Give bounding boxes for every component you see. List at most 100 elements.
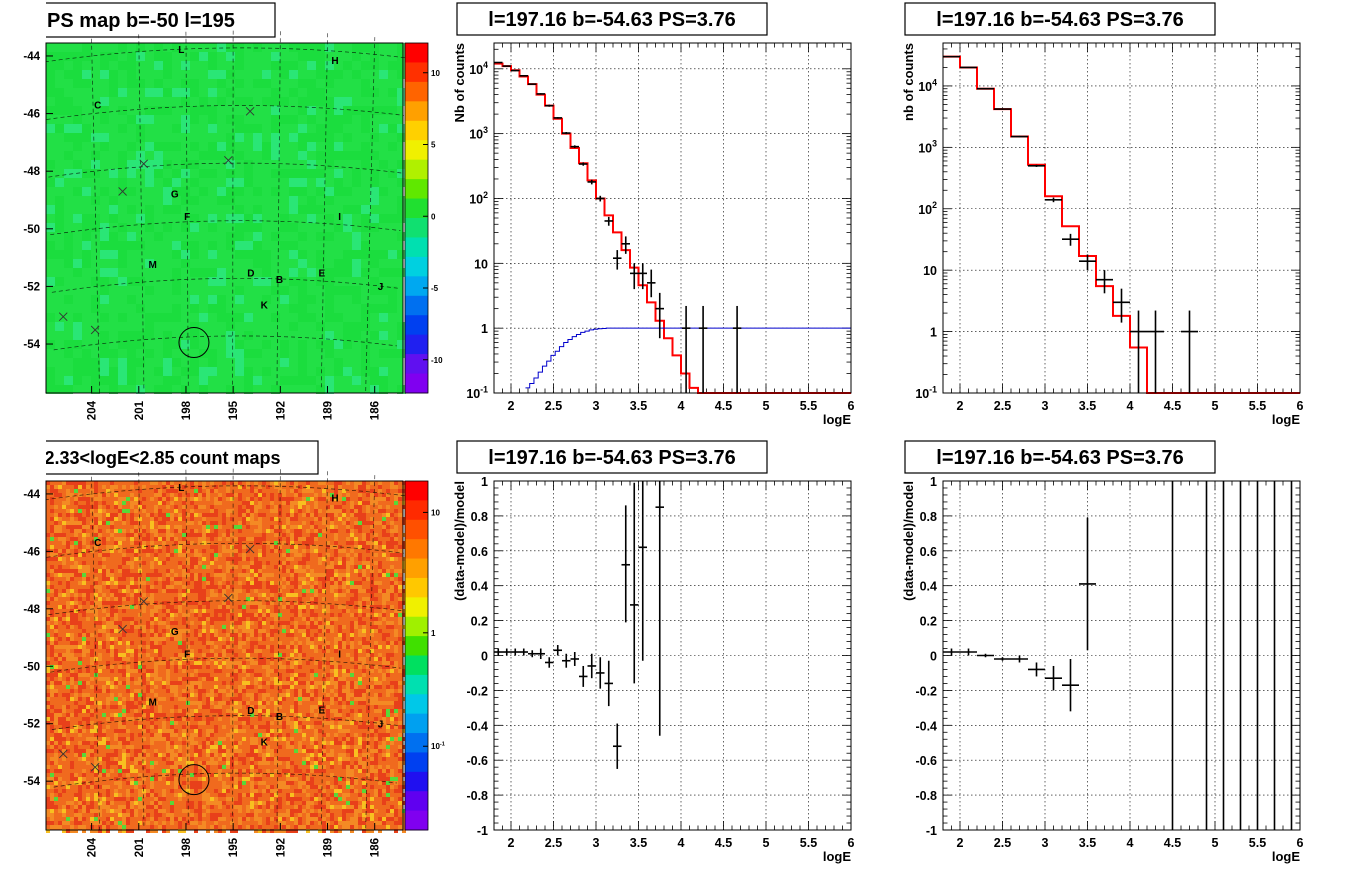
map-pixel: [98, 629, 102, 633]
map-pixel: [186, 533, 190, 537]
map-pixel: [374, 545, 378, 549]
map-pixel: [186, 717, 190, 721]
map-pixel: [50, 757, 54, 761]
map-pixel: [386, 493, 390, 497]
map-pixel: [217, 79, 226, 88]
map-pixel: [254, 797, 258, 801]
map-pixel: [266, 701, 270, 705]
map-pixel: [402, 613, 406, 617]
map-pixel: [307, 196, 316, 205]
map-pixel: [66, 513, 70, 517]
map-pixel: [280, 349, 289, 358]
map-pixel: [254, 765, 258, 769]
map-pixel: [358, 745, 362, 749]
map-pixel: [94, 537, 98, 541]
map-pixel: [226, 645, 230, 649]
map-pixel: [302, 737, 306, 741]
map-pixel: [246, 525, 250, 529]
map-pixel: [378, 573, 382, 577]
map-pixel: [294, 637, 298, 641]
map-pixel: [234, 669, 238, 673]
map-pixel: [130, 593, 134, 597]
map-pixel: [314, 737, 318, 741]
map-pixel: [70, 777, 74, 781]
map-pixel: [194, 765, 198, 769]
map-pixel: [250, 517, 254, 521]
map-pixel: [378, 669, 382, 673]
map-pixel: [246, 769, 250, 773]
map-pixel: [354, 621, 358, 625]
map-pixel: [366, 801, 370, 805]
map-pixel: [397, 196, 406, 205]
map-pixel: [338, 613, 342, 617]
map-pixel: [130, 765, 134, 769]
map-pixel: [394, 649, 398, 653]
map-pixel: [136, 340, 145, 349]
map-pixel: [338, 805, 342, 809]
map-pixel: [170, 537, 174, 541]
map-pixel: [46, 367, 55, 376]
map-pixel: [162, 525, 166, 529]
map-pixel: [338, 561, 342, 565]
map-pixel: [55, 61, 64, 70]
map-pixel: [234, 661, 238, 665]
map-pixel: [222, 629, 226, 633]
map-pixel: [218, 773, 222, 777]
map-pixel: [254, 677, 258, 681]
map-pixel: [110, 697, 114, 701]
map-pixel: [218, 665, 222, 669]
map-pixel: [198, 693, 202, 697]
map-pixel: [130, 781, 134, 785]
map-pixel: [226, 765, 230, 769]
map-pixel: [326, 697, 330, 701]
map-pixel: [390, 529, 394, 533]
map-pixel: [154, 749, 158, 753]
map-pixel: [346, 565, 350, 569]
map-pixel: [238, 697, 242, 701]
map-pixel: [64, 52, 73, 61]
map-pixel: [274, 613, 278, 617]
map-pixel: [362, 589, 366, 593]
map-pixel: [346, 761, 350, 765]
map-pixel: [186, 557, 190, 561]
map-pixel: [230, 509, 234, 513]
map-pixel: [172, 286, 181, 295]
map-pixel: [73, 52, 82, 61]
map-pixel: [314, 673, 318, 677]
map-pixel: [166, 569, 170, 573]
map-pixel: [106, 817, 110, 821]
map-pixel: [394, 693, 398, 697]
map-pixel: [118, 569, 122, 573]
map-pixel: [74, 573, 78, 577]
map-pixel: [178, 717, 182, 721]
map-pixel: [206, 577, 210, 581]
map-pixel: [254, 737, 258, 741]
map-pixel: [226, 349, 235, 358]
map-pixel: [322, 737, 326, 741]
map-pixel: [217, 277, 226, 286]
map-pixel: [214, 557, 218, 561]
map-pixel: [90, 729, 94, 733]
map-pixel: [50, 729, 54, 733]
map-pixel: [390, 581, 394, 585]
map-pixel: [374, 749, 378, 753]
map-pixel: [330, 557, 334, 561]
map-pixel: [138, 733, 142, 737]
map-pixel: [70, 557, 74, 561]
map-pixel: [362, 565, 366, 569]
map-pixel: [346, 573, 350, 577]
map-pixel: [374, 757, 378, 761]
map-pixel: [338, 605, 342, 609]
map-pixel: [306, 793, 310, 797]
map-pixel: [310, 489, 314, 493]
map-pixel: [100, 142, 109, 151]
map-pixel: [182, 589, 186, 593]
map-pixel: [174, 509, 178, 513]
map-pixel: [286, 645, 290, 649]
map-pixel: [142, 581, 146, 585]
map-pixel: [362, 645, 366, 649]
map-pixel: [46, 805, 50, 809]
map-pixel: [194, 741, 198, 745]
map-pixel: [374, 753, 378, 757]
map-pixel: [154, 725, 158, 729]
